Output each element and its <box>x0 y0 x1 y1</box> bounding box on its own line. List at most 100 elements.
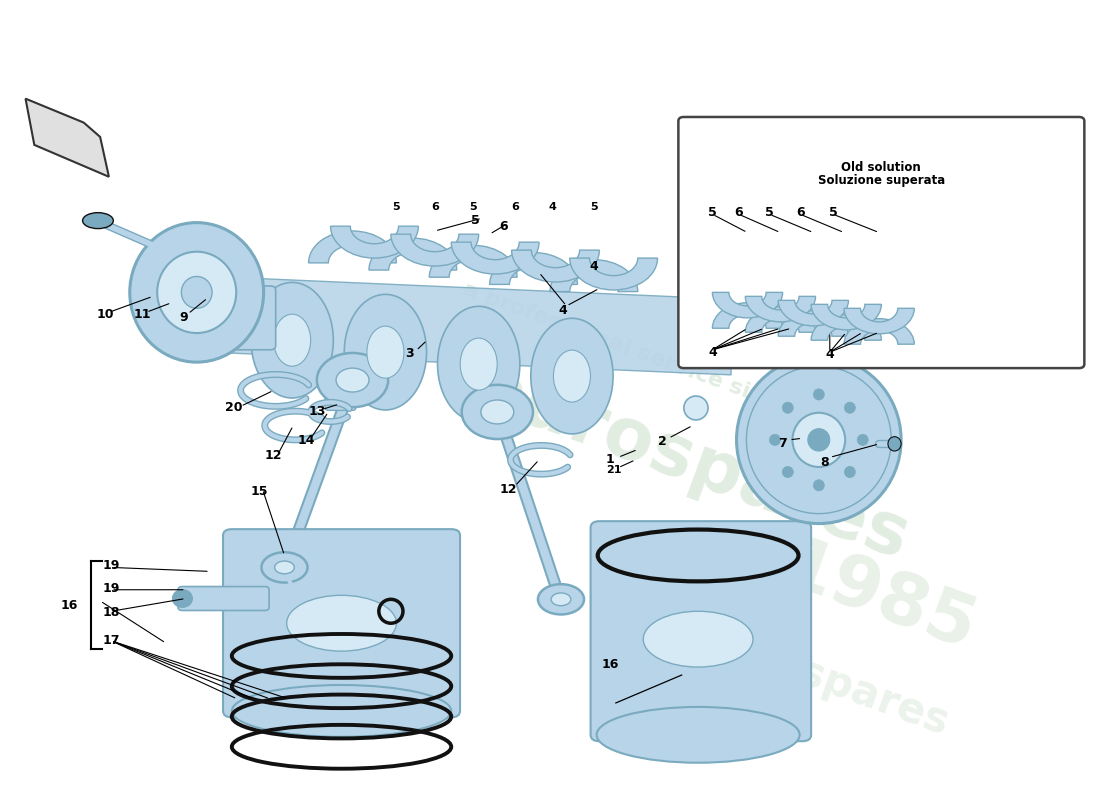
Text: 18: 18 <box>102 606 120 619</box>
Text: 19: 19 <box>102 582 120 595</box>
Text: 14: 14 <box>298 434 316 447</box>
Ellipse shape <box>769 434 780 446</box>
Text: 6: 6 <box>796 206 804 219</box>
Wedge shape <box>844 318 914 344</box>
Ellipse shape <box>460 338 497 390</box>
Ellipse shape <box>275 561 295 574</box>
Ellipse shape <box>251 282 333 398</box>
Ellipse shape <box>317 353 388 407</box>
Ellipse shape <box>845 466 856 478</box>
Ellipse shape <box>782 402 793 414</box>
FancyBboxPatch shape <box>591 521 811 742</box>
Text: 6: 6 <box>499 220 508 233</box>
Text: 11: 11 <box>133 308 151 321</box>
Text: Old solution: Old solution <box>842 161 921 174</box>
Wedge shape <box>713 292 782 318</box>
Ellipse shape <box>367 326 404 378</box>
Text: 5: 5 <box>393 202 400 212</box>
Text: 20: 20 <box>226 402 243 414</box>
Wedge shape <box>331 226 418 258</box>
FancyBboxPatch shape <box>679 117 1085 368</box>
Wedge shape <box>811 304 881 330</box>
Text: 5: 5 <box>828 206 837 219</box>
Text: eurospares: eurospares <box>694 614 955 744</box>
Wedge shape <box>778 310 848 336</box>
Text: 4: 4 <box>590 259 598 273</box>
Text: 1985: 1985 <box>773 533 986 666</box>
Text: 16: 16 <box>60 599 78 612</box>
Wedge shape <box>570 258 658 290</box>
FancyBboxPatch shape <box>178 586 270 610</box>
Ellipse shape <box>551 593 571 606</box>
Wedge shape <box>490 253 578 285</box>
Ellipse shape <box>438 306 520 422</box>
Ellipse shape <box>182 277 212 308</box>
Ellipse shape <box>173 590 192 607</box>
Wedge shape <box>746 296 815 322</box>
Text: a professional service since 1985: a professional service since 1985 <box>460 279 859 441</box>
Text: 1: 1 <box>606 454 615 466</box>
Text: 7: 7 <box>778 437 786 450</box>
Ellipse shape <box>232 685 451 737</box>
Text: 9: 9 <box>179 310 188 323</box>
Wedge shape <box>713 302 782 328</box>
Polygon shape <box>25 98 109 177</box>
Ellipse shape <box>857 434 868 446</box>
Text: 8: 8 <box>820 456 828 469</box>
Ellipse shape <box>553 350 591 402</box>
Ellipse shape <box>344 294 427 410</box>
Ellipse shape <box>845 402 856 414</box>
Ellipse shape <box>336 368 368 392</box>
Ellipse shape <box>684 396 708 420</box>
Ellipse shape <box>157 252 236 333</box>
Text: 6: 6 <box>735 206 743 219</box>
Ellipse shape <box>737 356 901 523</box>
Ellipse shape <box>644 611 754 667</box>
Ellipse shape <box>807 429 829 451</box>
Ellipse shape <box>274 314 310 366</box>
Text: eurospares: eurospares <box>466 354 920 574</box>
Wedge shape <box>429 246 517 278</box>
Text: 10: 10 <box>97 308 114 321</box>
Text: 5: 5 <box>708 206 717 219</box>
FancyBboxPatch shape <box>223 529 460 718</box>
Text: Soluzione superata: Soluzione superata <box>817 174 945 187</box>
Ellipse shape <box>481 400 514 424</box>
Text: 12: 12 <box>499 482 517 496</box>
Text: 12: 12 <box>265 450 283 462</box>
Ellipse shape <box>130 222 264 362</box>
Ellipse shape <box>792 413 845 467</box>
Wedge shape <box>309 231 396 263</box>
Wedge shape <box>390 234 478 266</box>
Text: 2: 2 <box>658 435 667 448</box>
Text: 4: 4 <box>708 346 717 358</box>
Wedge shape <box>451 242 539 274</box>
Wedge shape <box>368 238 456 270</box>
Wedge shape <box>778 300 848 326</box>
Text: 16: 16 <box>602 658 619 671</box>
Text: 6: 6 <box>512 202 519 212</box>
Text: 4: 4 <box>559 304 568 318</box>
Wedge shape <box>811 314 881 340</box>
Text: 15: 15 <box>251 485 268 498</box>
Text: 5: 5 <box>590 202 597 212</box>
Text: 5: 5 <box>470 202 477 212</box>
Ellipse shape <box>813 389 824 400</box>
Text: 19: 19 <box>102 558 120 571</box>
Text: 4: 4 <box>548 202 557 212</box>
Wedge shape <box>844 308 914 334</box>
Ellipse shape <box>813 480 824 491</box>
Ellipse shape <box>782 466 793 478</box>
Ellipse shape <box>538 584 584 614</box>
Text: 5: 5 <box>766 206 773 219</box>
Wedge shape <box>512 250 600 282</box>
Text: 17: 17 <box>102 634 120 647</box>
Text: 6: 6 <box>431 202 439 212</box>
Text: 13: 13 <box>309 406 326 418</box>
Wedge shape <box>550 260 638 291</box>
Text: 21: 21 <box>606 465 621 475</box>
Ellipse shape <box>82 213 113 229</box>
Ellipse shape <box>888 437 901 451</box>
FancyBboxPatch shape <box>326 362 355 410</box>
Ellipse shape <box>287 595 396 651</box>
